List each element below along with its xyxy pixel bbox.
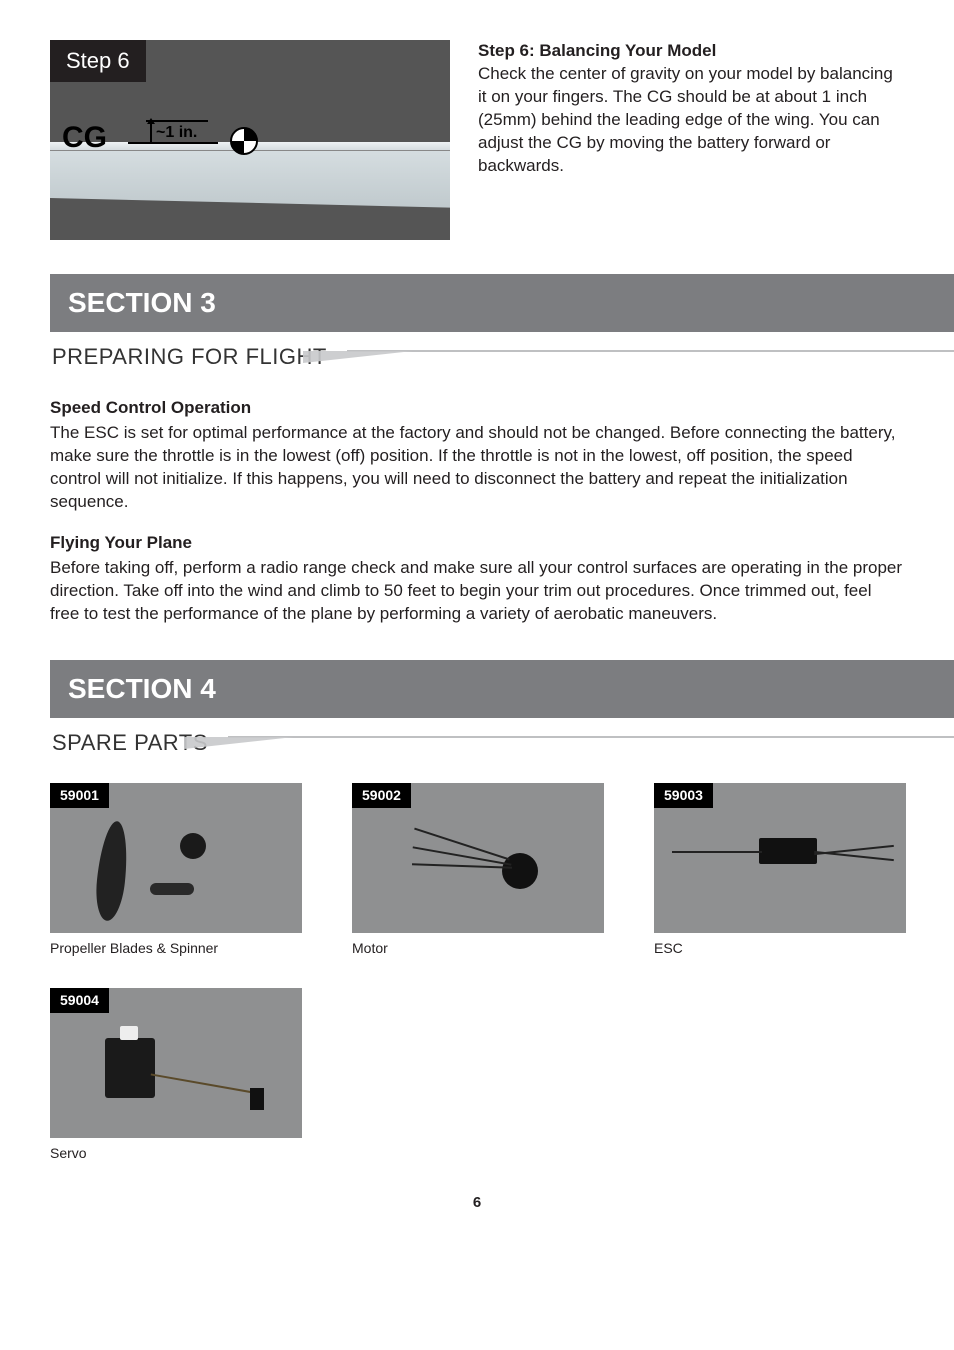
cg-target-icon	[230, 127, 258, 155]
section3-subtitle: PREPARING FOR FLIGHT	[50, 334, 327, 380]
section3-rule	[347, 350, 904, 364]
part-59003: 59003 ESC	[654, 783, 906, 958]
section4-rule-line	[228, 736, 954, 738]
section4-subtitle-row: SPARE PARTS	[50, 720, 904, 766]
motor-wire-3	[412, 864, 512, 869]
page-number: 6	[50, 1193, 904, 1213]
flying-block: Flying Your Plane Before taking off, per…	[50, 532, 904, 626]
cg-dim-arrow	[147, 118, 155, 124]
part-59001-label: Propeller Blades & Spinner	[50, 939, 302, 958]
part-59002: 59002 Motor	[352, 783, 604, 958]
part-59002-label: Motor	[352, 939, 604, 958]
part-59003-image: 59003	[654, 783, 906, 933]
section3-rule-wedge	[303, 351, 413, 363]
servo-horn-icon	[120, 1026, 138, 1040]
part-59004: 59004 Servo	[50, 988, 302, 1163]
part-59003-sku: 59003	[654, 783, 713, 808]
part-59003-label: ESC	[654, 939, 906, 958]
step6-text: Step 6: Balancing Your Model Check the c…	[478, 40, 904, 240]
parts-grid: 59001 Propeller Blades & Spinner 59002 M…	[50, 783, 904, 1163]
section4-bar: SECTION 4	[50, 660, 904, 718]
part-59001: 59001 Propeller Blades & Spinner	[50, 783, 302, 958]
speed-control-block: Speed Control Operation The ESC is set f…	[50, 397, 904, 514]
speed-control-heading: Speed Control Operation	[50, 397, 904, 420]
esc-wire-left	[672, 851, 762, 853]
section4-rule	[228, 736, 904, 750]
part-59002-image: 59002	[352, 783, 604, 933]
servo-plug-icon	[250, 1088, 264, 1110]
speed-control-body: The ESC is set for optimal performance a…	[50, 422, 904, 514]
propeller-part-icon	[150, 883, 194, 895]
step6-body: Check the center of gravity on your mode…	[478, 63, 904, 178]
part-59001-sku: 59001	[50, 783, 109, 808]
esc-wire-right-2	[814, 851, 894, 861]
flying-body: Before taking off, perform a radio range…	[50, 557, 904, 626]
part-59002-sku: 59002	[352, 783, 411, 808]
part-59001-image: 59001	[50, 783, 302, 933]
section4-rule-wedge	[184, 737, 294, 749]
cg-dim-text: ~1 in.	[156, 122, 197, 144]
step6-figure: Step 6 CG ~1 in.	[50, 40, 450, 240]
section3-subtitle-row: PREPARING FOR FLIGHT	[50, 334, 904, 380]
step6-row: Step 6 CG ~1 in. Step 6: Balancing Your …	[50, 40, 904, 240]
section3-bar: SECTION 3	[50, 274, 904, 332]
part-59004-label: Servo	[50, 1144, 302, 1163]
cg-label: CG	[62, 118, 107, 159]
flying-heading: Flying Your Plane	[50, 532, 904, 555]
spinner-icon	[180, 833, 206, 859]
step6-heading: Step 6: Balancing Your Model	[478, 40, 904, 63]
propeller-blade-icon	[93, 820, 131, 922]
wing-shape	[50, 150, 450, 230]
servo-wire	[151, 1074, 260, 1095]
part-59004-image: 59004	[50, 988, 302, 1138]
section3-rule-line	[347, 350, 954, 352]
step6-tag: Step 6	[50, 40, 146, 82]
servo-icon	[105, 1038, 155, 1098]
esc-icon	[759, 838, 817, 864]
part-59004-sku: 59004	[50, 988, 109, 1013]
